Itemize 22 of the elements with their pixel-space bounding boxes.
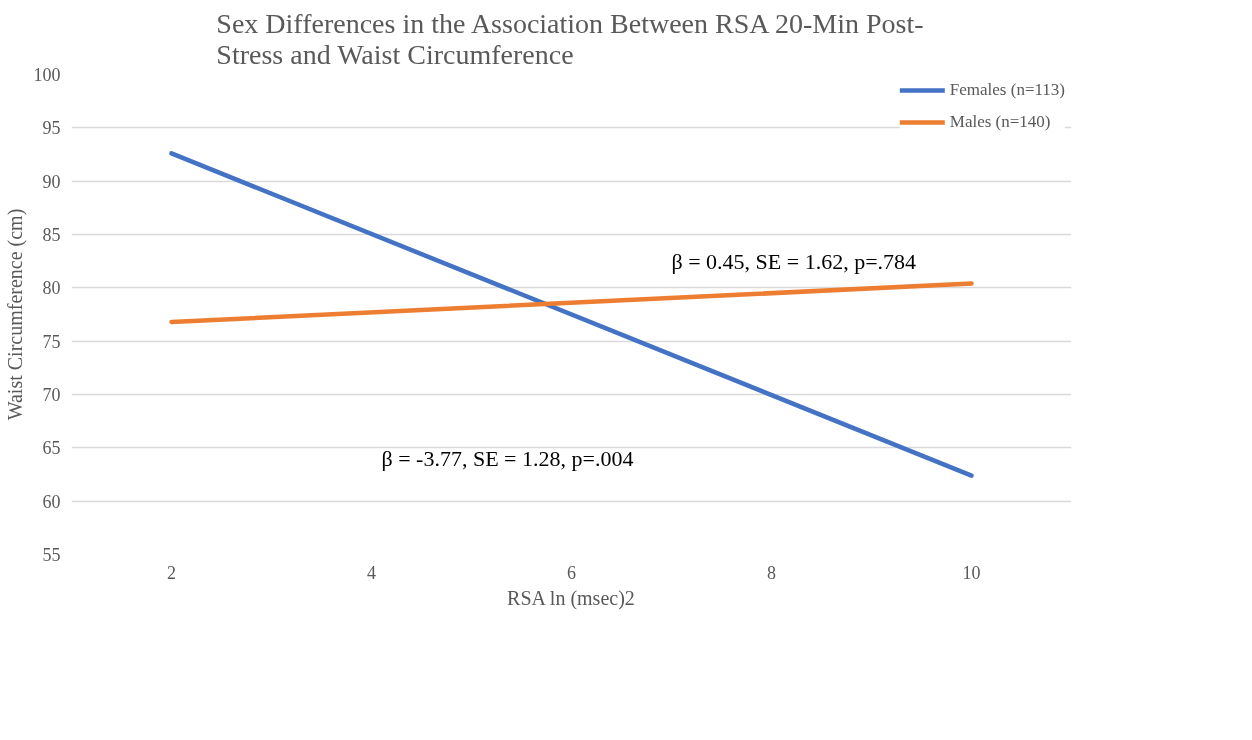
y-tick-label: 75 bbox=[42, 331, 61, 352]
y-tick-label: 90 bbox=[42, 171, 61, 192]
legend-label: Females (n=113) bbox=[949, 80, 1065, 100]
y-tick-label: 95 bbox=[42, 118, 61, 139]
y-tick-label: 85 bbox=[42, 225, 61, 245]
x-tick-label: 2 bbox=[167, 562, 176, 583]
chart-title: Sex Differences in the Association Between RSA 20-Min Post-Stress and Waist Circumference bbox=[216, 7, 924, 70]
y-tick-label: 60 bbox=[42, 491, 61, 512]
y-tick-label: 100 bbox=[33, 65, 61, 85]
x-tick-label: 8 bbox=[767, 562, 776, 583]
y-tick-label: 55 bbox=[42, 545, 61, 565]
x-tick-label: 4 bbox=[367, 562, 376, 583]
annotation: β = 0.45, SE = 1.62, p=.784 bbox=[671, 249, 917, 275]
y-tick-label: 80 bbox=[42, 278, 61, 299]
x-tick-label: 10 bbox=[962, 562, 981, 583]
legend-label: Males (n=140) bbox=[949, 112, 1051, 132]
y-axis-title: Waist Circumference (cm) bbox=[3, 208, 27, 421]
y-tick-label: 65 bbox=[42, 438, 61, 459]
annotation: β = -3.77, SE = 1.28, p=.004 bbox=[381, 446, 634, 471]
x-tick-label: 6 bbox=[567, 562, 576, 583]
y-tick-label: 70 bbox=[42, 385, 61, 405]
x-axis-title: RSA ln (msec)2 bbox=[507, 586, 635, 610]
